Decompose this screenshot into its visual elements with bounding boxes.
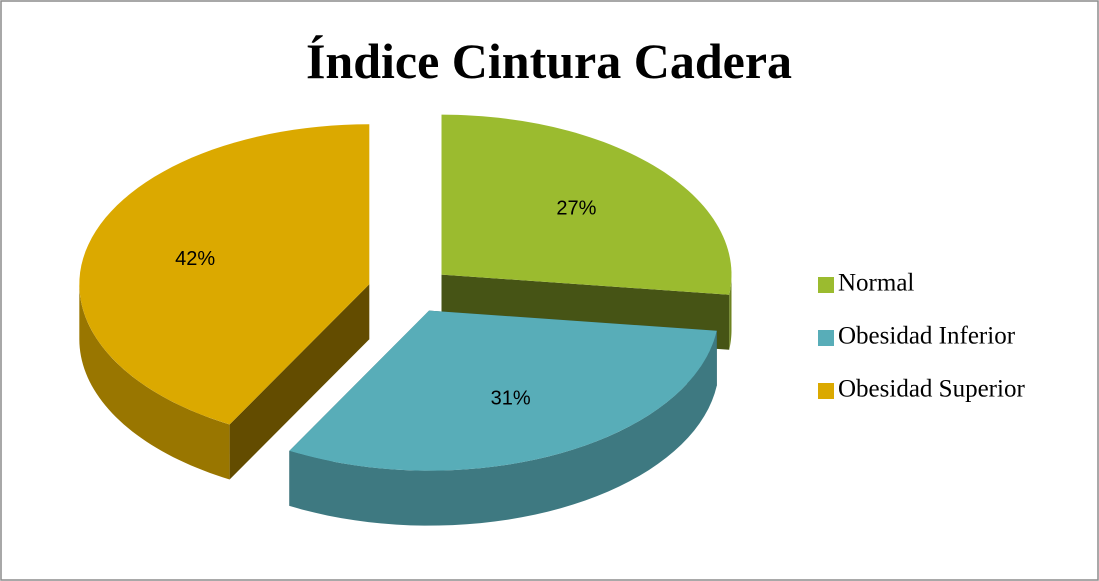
slice-side	[79, 284, 230, 480]
slice-top	[289, 310, 717, 471]
slice-top	[79, 124, 370, 425]
data-label: 31%	[491, 387, 531, 409]
legend-swatch	[818, 330, 834, 346]
slice-wall	[229, 284, 370, 480]
legend-label: Normal	[838, 270, 914, 297]
legend-swatch	[818, 383, 834, 399]
chart-title: Índice Cintura Cadera	[306, 33, 792, 89]
legend-label: Obesidad Inferior	[838, 323, 1016, 350]
slice-side	[729, 274, 732, 350]
data-label: 42%	[175, 248, 215, 270]
data-label: 27%	[556, 197, 596, 219]
slice-top	[441, 114, 732, 295]
legend-label: Obesidad Superior	[838, 376, 1025, 403]
slice-side	[289, 330, 717, 526]
pie-slice: 31%	[289, 310, 717, 526]
legend-swatch	[818, 277, 834, 293]
pie-slice: 42%	[79, 124, 370, 480]
